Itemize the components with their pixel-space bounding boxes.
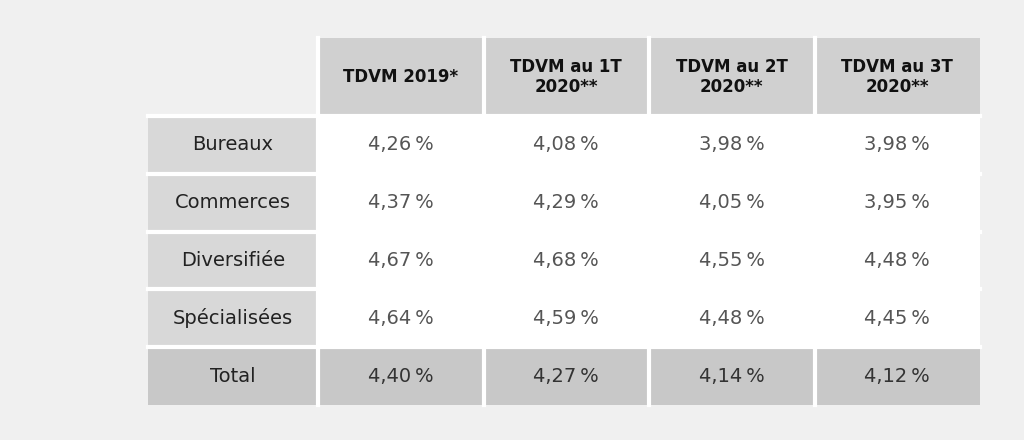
Text: 4,05 %: 4,05 %	[698, 193, 765, 212]
Bar	[814, 116, 980, 174]
Bar	[483, 347, 649, 405]
Bar	[649, 38, 814, 116]
Bar	[814, 38, 980, 116]
Text: 4,48 %: 4,48 %	[698, 309, 765, 328]
Text: 4,67 %: 4,67 %	[368, 251, 433, 270]
Bar	[814, 231, 980, 290]
Text: 3,95 %: 3,95 %	[864, 193, 930, 212]
Text: 4,14 %: 4,14 %	[698, 367, 765, 385]
Text: Total: Total	[210, 367, 256, 385]
Text: 4,55 %: 4,55 %	[698, 251, 765, 270]
Bar	[318, 116, 483, 174]
Text: TDVM au 3T
2020**: TDVM au 3T 2020**	[842, 58, 953, 96]
Text: Spécialisées: Spécialisées	[173, 308, 293, 328]
Text: TDVM 2019*: TDVM 2019*	[343, 68, 459, 86]
Text: 3,98 %: 3,98 %	[698, 136, 765, 154]
Bar	[649, 116, 814, 174]
Text: 4,29 %: 4,29 %	[534, 193, 599, 212]
Bar	[148, 290, 318, 347]
Bar	[649, 347, 814, 405]
Text: 4,59 %: 4,59 %	[534, 309, 599, 328]
Text: 4,40 %: 4,40 %	[368, 367, 433, 385]
Text: 4,48 %: 4,48 %	[864, 251, 930, 270]
Bar	[814, 174, 980, 231]
Text: 3,98 %: 3,98 %	[864, 136, 930, 154]
Bar	[483, 174, 649, 231]
Bar	[318, 174, 483, 231]
Text: Diversifiée: Diversifiée	[181, 251, 285, 270]
Bar	[814, 347, 980, 405]
Bar	[318, 231, 483, 290]
Text: 4,45 %: 4,45 %	[864, 309, 930, 328]
Text: TDVM au 1T
2020**: TDVM au 1T 2020**	[510, 58, 623, 96]
Bar	[318, 38, 483, 116]
Bar	[649, 290, 814, 347]
Bar	[649, 174, 814, 231]
Bar	[148, 174, 318, 231]
Bar	[483, 38, 649, 116]
Bar	[814, 290, 980, 347]
Text: 4,26 %: 4,26 %	[368, 136, 433, 154]
Text: 4,27 %: 4,27 %	[534, 367, 599, 385]
Bar	[649, 231, 814, 290]
Text: 4,64 %: 4,64 %	[368, 309, 433, 328]
Bar	[483, 231, 649, 290]
Bar	[148, 231, 318, 290]
Bar	[148, 38, 318, 116]
Bar	[318, 290, 483, 347]
Bar	[148, 116, 318, 174]
Text: TDVM au 2T
2020**: TDVM au 2T 2020**	[676, 58, 787, 96]
Bar	[148, 347, 318, 405]
Bar	[318, 347, 483, 405]
Bar	[483, 290, 649, 347]
Text: Commerces: Commerces	[175, 193, 291, 212]
Bar	[483, 116, 649, 174]
Text: Bureaux: Bureaux	[193, 136, 273, 154]
Text: 4,68 %: 4,68 %	[534, 251, 599, 270]
Text: 4,08 %: 4,08 %	[534, 136, 599, 154]
Text: 4,37 %: 4,37 %	[368, 193, 433, 212]
Text: 4,12 %: 4,12 %	[864, 367, 930, 385]
